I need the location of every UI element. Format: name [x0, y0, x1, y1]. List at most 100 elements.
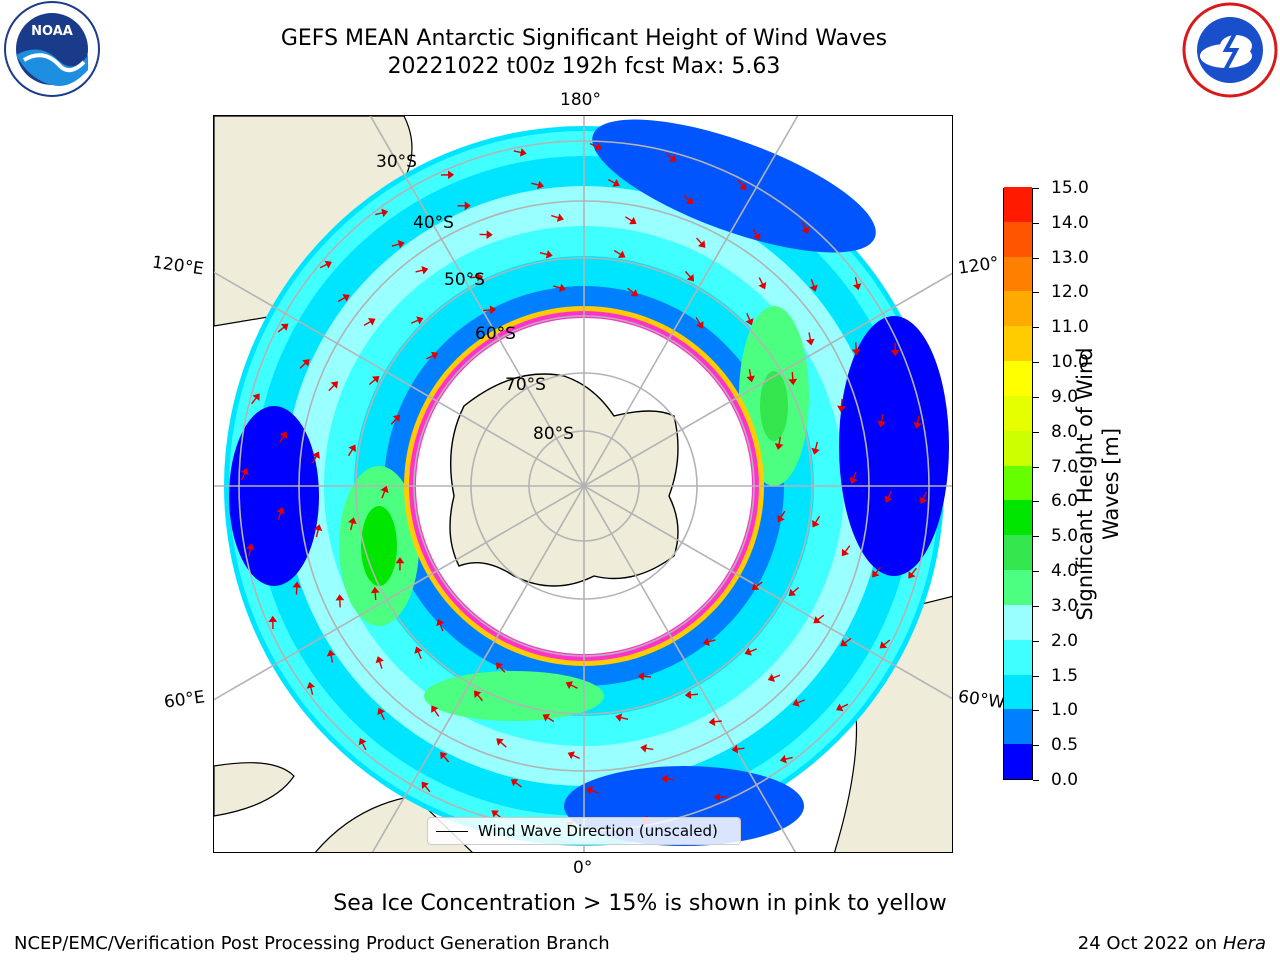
map-canvas [214, 116, 952, 852]
wind-wave-arrow [370, 586, 380, 601]
wind-wave-arrow [479, 230, 493, 239]
low-wave-patch-north [592, 119, 876, 253]
colorbar-label-line2: Waves [m] [1099, 427, 1123, 541]
wind-wave-arrow [586, 786, 599, 795]
wind-wave-arrow [884, 490, 893, 503]
wind-wave-arrow [251, 393, 260, 405]
wind-wave-arrow [684, 270, 695, 282]
wind-wave-arrow [391, 240, 405, 249]
high-wave-core-east [760, 371, 788, 441]
graticule-meridian [371, 485, 585, 852]
wind-wave-arrow [837, 398, 846, 413]
wind-wave-arrow [913, 415, 922, 429]
footer-credit: NCEP/EMC/Verification Post Processing Pr… [14, 933, 610, 954]
wind-wave-arrow [313, 524, 323, 538]
wind-wave-arrow [731, 744, 745, 754]
wind-wave-arrow [840, 637, 852, 647]
wind-wave-arrow [246, 543, 255, 557]
wind-wave-arrow [661, 774, 675, 784]
colorbar-segment [1004, 360, 1032, 396]
colorbar-segment [1004, 325, 1032, 362]
wind-wave-arrow [752, 228, 761, 241]
wind-wave-arrow [473, 690, 484, 702]
footer-date-text: 24 Oct 2022 on [1077, 933, 1223, 954]
wind-wave-arrow [774, 436, 784, 450]
lat-label-60s: 60°S [475, 324, 516, 344]
lon-label-120e: 120°E [150, 252, 205, 280]
wind-wave-arrow [363, 318, 376, 326]
wind-wave-arrow [744, 647, 758, 656]
wind-wave-arrow [758, 277, 767, 290]
wind-wave-arrow [539, 250, 553, 259]
wind-wave-arrow [414, 646, 423, 660]
wind-wave-arrow [607, 178, 620, 187]
wind-wave-arrow [469, 272, 484, 282]
wind-wave-arrow [268, 615, 278, 630]
wind-wave-arrow [811, 441, 820, 455]
wind-wave-arrow [457, 201, 471, 211]
graticule-meridian [214, 271, 585, 487]
colorbar-tick-label: 9.0 [1033, 387, 1078, 407]
wind-wave-arrow [328, 381, 339, 392]
colorbar-segment [1004, 395, 1032, 431]
wind-wave-arrow [510, 779, 522, 788]
wind-wave-arrow [809, 278, 818, 292]
wind-wave-arrow [696, 237, 706, 248]
wind-wave-arrow [482, 305, 497, 315]
wind-wave-arrow [421, 781, 431, 793]
graticule-meridian [583, 116, 799, 487]
wind-wave-arrow [440, 170, 455, 180]
lat-label-80s: 80°S [533, 424, 574, 444]
colorbar-tick-label: 0.5 [1033, 735, 1078, 755]
wind-wave-arrow [695, 317, 704, 329]
lat-label-70s: 70°S [505, 375, 546, 395]
low-wave-patch-east [839, 316, 949, 576]
wind-wave-arrow [368, 375, 380, 386]
wind-wave-arrow [276, 507, 285, 520]
map-legend: Wind Wave Direction (unscaled) [427, 817, 741, 845]
wind-wave-arrow [879, 639, 891, 649]
wind-wave-arrow [542, 714, 555, 723]
graticule-meridian [583, 485, 952, 700]
colorbar-segment [1004, 708, 1032, 745]
wind-wave-arrow [890, 342, 900, 357]
land-africa-tip [214, 762, 295, 817]
colorbar-tick-label: 2.0 [1033, 631, 1078, 651]
colorbar-segment [1004, 743, 1032, 779]
wind-wave-arrow [806, 332, 815, 346]
graticule-meridian [583, 272, 952, 487]
graticule-meridian [369, 116, 585, 487]
colorbar-segment [1004, 290, 1032, 327]
wind-wave-arrow [358, 738, 367, 751]
chart-title: GEFS MEAN Antarctic Significant Height o… [280, 26, 888, 51]
lon-label-60w: 60°W [956, 686, 1007, 714]
lon-label-180: 180° [560, 90, 601, 110]
wind-wave-arrow [684, 690, 699, 700]
colorbar-segment [1004, 430, 1032, 466]
colorbar-tick-label: 15.0 [1033, 178, 1089, 198]
colorbar-segment [1004, 499, 1032, 536]
lon-label-120w: 120° [956, 253, 1001, 279]
high-wave-core-west [361, 506, 397, 586]
colorbar-segment [1004, 465, 1032, 501]
wind-wave-arrow [531, 180, 545, 190]
colorbar-segment [1004, 674, 1032, 710]
wind-wave-arrow [627, 287, 639, 297]
footer-date: 24 Oct 2022 on Hera [1078, 933, 1266, 954]
colorbar-tick-label: 11.0 [1033, 317, 1089, 337]
nws-logo-icon [1182, 2, 1278, 98]
noaa-logo-text: NOAA [31, 24, 73, 39]
wind-wave-arrow [788, 371, 798, 386]
wind-wave-arrow [440, 751, 450, 763]
wind-wave-arrow [779, 754, 793, 764]
wind-wave-arrow [348, 517, 357, 531]
wind-wave-arrow [410, 316, 424, 325]
colorbar-segment [1004, 186, 1032, 222]
wind-wave-arrows [240, 142, 928, 830]
legend-label: Wind Wave Direction (unscaled) [478, 822, 718, 840]
wind-wave-arrow [513, 148, 527, 157]
wind-wave-arrow [613, 249, 626, 258]
noaa-logo-icon: NOAA [4, 1, 100, 97]
wind-wave-arrow [908, 567, 917, 579]
wind-wave-arrow [852, 277, 862, 291]
